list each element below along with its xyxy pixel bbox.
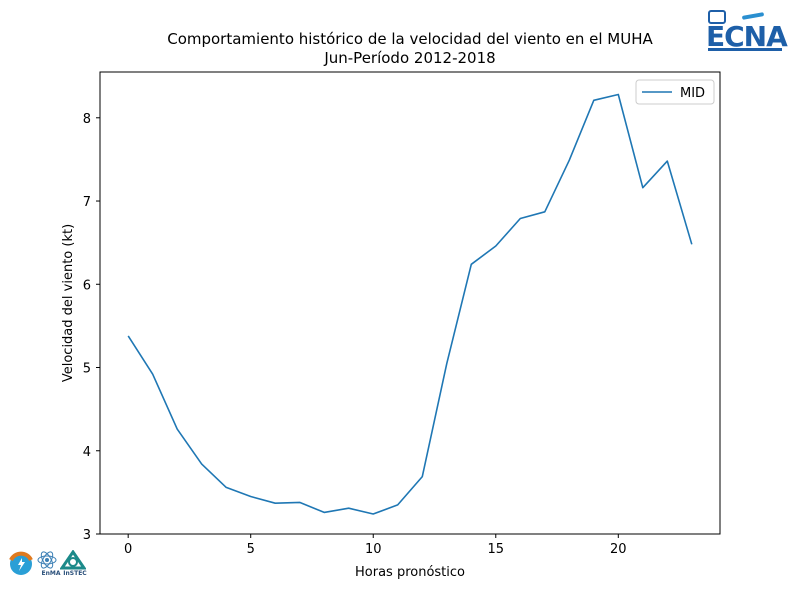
chart-subtitle: Jun-Período 2012-2018 — [324, 49, 496, 67]
x-tick-label: 20 — [610, 542, 627, 557]
y-axis-label: Velocidad del viento (kt) — [61, 224, 76, 382]
x-tick-label: 15 — [487, 542, 504, 557]
y-tick-label: 8 — [83, 112, 91, 127]
y-tick-label: 4 — [83, 445, 91, 460]
lightning-globe-icon — [9, 551, 33, 575]
x-tick-label: 5 — [247, 542, 255, 557]
axes-frame — [99, 71, 721, 535]
enma-label: EnMA — [41, 570, 61, 577]
instec-logo: InSTEC — [59, 549, 87, 577]
y-tick-label: 6 — [83, 278, 91, 293]
x-tick-label: 10 — [365, 542, 382, 557]
enma-logo: EnMA — [36, 550, 60, 577]
plot-area: 0 5 10 15 20 3 4 5 6 7 8 Horas pronóstico Velocidad … — [61, 71, 721, 580]
instec-label: InSTEC — [63, 570, 87, 577]
x-axis-label: Horas pronóstico — [355, 565, 465, 580]
y-tick-label: 3 — [83, 528, 91, 543]
ecna-logo-underline — [708, 48, 782, 51]
plane-icon — [741, 12, 765, 20]
atom-icon — [37, 551, 57, 569]
ecna-logo-text: ECNA — [706, 20, 788, 53]
x-tick-label: 0 — [124, 542, 132, 557]
meteo-logo — [8, 550, 34, 582]
triangle-knot-icon — [59, 549, 87, 570]
chart-title: Comportamiento histórico de la velocidad… — [167, 30, 653, 48]
legend-label: MID — [680, 86, 705, 101]
anchor-icon — [708, 10, 726, 24]
series-line-mid — [127, 93, 693, 515]
y-tick-label: 7 — [83, 195, 91, 210]
y-tick-label: 5 — [83, 362, 91, 377]
ecna-logo: ECNA — [702, 8, 788, 54]
legend-box — [635, 79, 715, 105]
